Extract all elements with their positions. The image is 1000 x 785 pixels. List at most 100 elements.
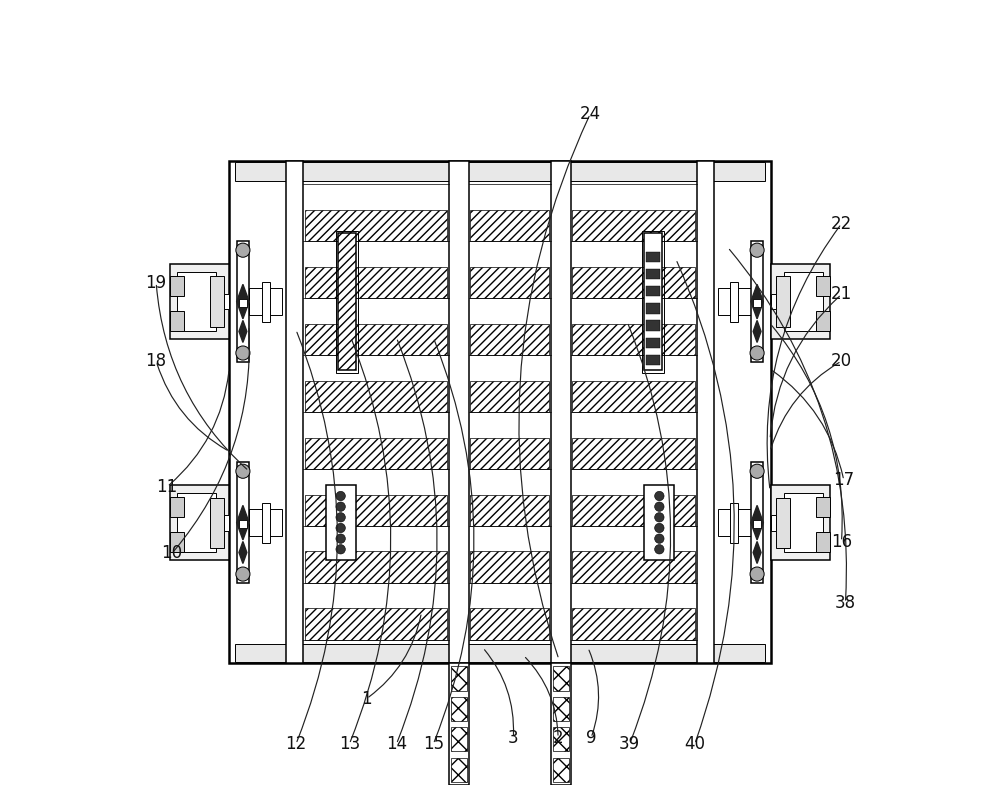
Polygon shape	[753, 320, 761, 342]
Bar	[262, 502, 270, 542]
Bar	[572, 495, 695, 526]
Polygon shape	[753, 542, 761, 564]
Circle shape	[655, 524, 664, 533]
Polygon shape	[237, 506, 249, 540]
Circle shape	[336, 513, 345, 522]
Polygon shape	[237, 284, 249, 319]
Circle shape	[336, 534, 345, 543]
Circle shape	[750, 243, 764, 257]
Bar	[718, 509, 751, 536]
Text: 38: 38	[835, 594, 856, 612]
Bar	[646, 320, 660, 330]
Bar	[697, 161, 714, 663]
Circle shape	[236, 567, 250, 581]
Bar	[784, 493, 823, 552]
Bar	[572, 551, 695, 582]
Text: 14: 14	[386, 736, 407, 753]
Bar	[470, 495, 549, 526]
Bar	[551, 663, 571, 785]
Circle shape	[236, 464, 250, 478]
Circle shape	[655, 534, 664, 543]
Bar	[451, 666, 467, 691]
Bar	[338, 233, 356, 371]
Bar	[249, 509, 282, 536]
Circle shape	[750, 567, 764, 581]
Text: 9: 9	[586, 729, 596, 747]
Bar	[305, 495, 447, 526]
Bar	[553, 758, 569, 782]
Bar	[237, 462, 249, 583]
Bar	[305, 551, 447, 582]
Bar	[646, 269, 660, 279]
Bar	[730, 282, 738, 322]
Circle shape	[336, 491, 345, 501]
Bar	[224, 515, 229, 531]
Circle shape	[655, 545, 664, 554]
Circle shape	[336, 545, 345, 554]
Text: 10: 10	[161, 545, 182, 562]
Text: 40: 40	[684, 736, 705, 753]
Bar	[305, 608, 447, 640]
Bar	[237, 241, 249, 363]
Text: 2: 2	[553, 729, 563, 747]
Circle shape	[236, 346, 250, 360]
Bar	[224, 294, 229, 309]
Bar	[816, 312, 830, 331]
Bar	[553, 727, 569, 751]
Bar	[239, 299, 247, 307]
Bar	[170, 312, 184, 331]
Bar	[170, 532, 184, 552]
Bar	[646, 303, 660, 314]
Text: 15: 15	[423, 736, 444, 753]
Bar	[753, 299, 761, 307]
Bar	[646, 287, 660, 297]
Bar	[449, 161, 469, 663]
Bar	[646, 338, 660, 348]
Bar	[572, 608, 695, 640]
Text: 16: 16	[831, 533, 852, 550]
Text: 3: 3	[508, 729, 519, 747]
Bar	[286, 161, 303, 663]
Bar	[751, 241, 763, 363]
Bar	[249, 288, 282, 316]
Bar	[784, 272, 823, 331]
Bar	[551, 161, 571, 663]
Bar	[470, 551, 549, 582]
Bar	[305, 210, 447, 242]
Polygon shape	[751, 284, 763, 319]
Bar	[771, 515, 776, 531]
Bar	[470, 267, 549, 298]
Bar	[816, 532, 830, 552]
Bar	[642, 231, 664, 373]
Bar	[816, 497, 830, 517]
Bar	[229, 161, 771, 663]
Bar	[210, 276, 224, 327]
Bar	[646, 252, 660, 262]
Bar	[235, 162, 765, 181]
Polygon shape	[239, 320, 247, 342]
Bar	[646, 355, 660, 365]
Bar	[451, 727, 467, 751]
Text: 24: 24	[580, 105, 601, 122]
Bar	[449, 663, 469, 785]
Bar	[816, 276, 830, 296]
Circle shape	[655, 502, 664, 511]
Circle shape	[236, 243, 250, 257]
Bar	[262, 282, 270, 322]
Bar	[326, 485, 356, 560]
Bar	[305, 267, 447, 298]
Bar	[336, 231, 358, 373]
Text: 17: 17	[833, 472, 854, 489]
Text: 39: 39	[619, 736, 640, 753]
Bar	[170, 276, 184, 296]
Text: 20: 20	[831, 352, 852, 370]
Bar	[572, 381, 695, 412]
Bar	[751, 462, 763, 583]
Bar	[776, 276, 790, 327]
Bar	[470, 210, 549, 242]
Bar	[771, 265, 830, 339]
Bar	[470, 438, 549, 469]
Bar	[451, 758, 467, 782]
Bar	[771, 485, 830, 560]
Polygon shape	[239, 542, 247, 564]
